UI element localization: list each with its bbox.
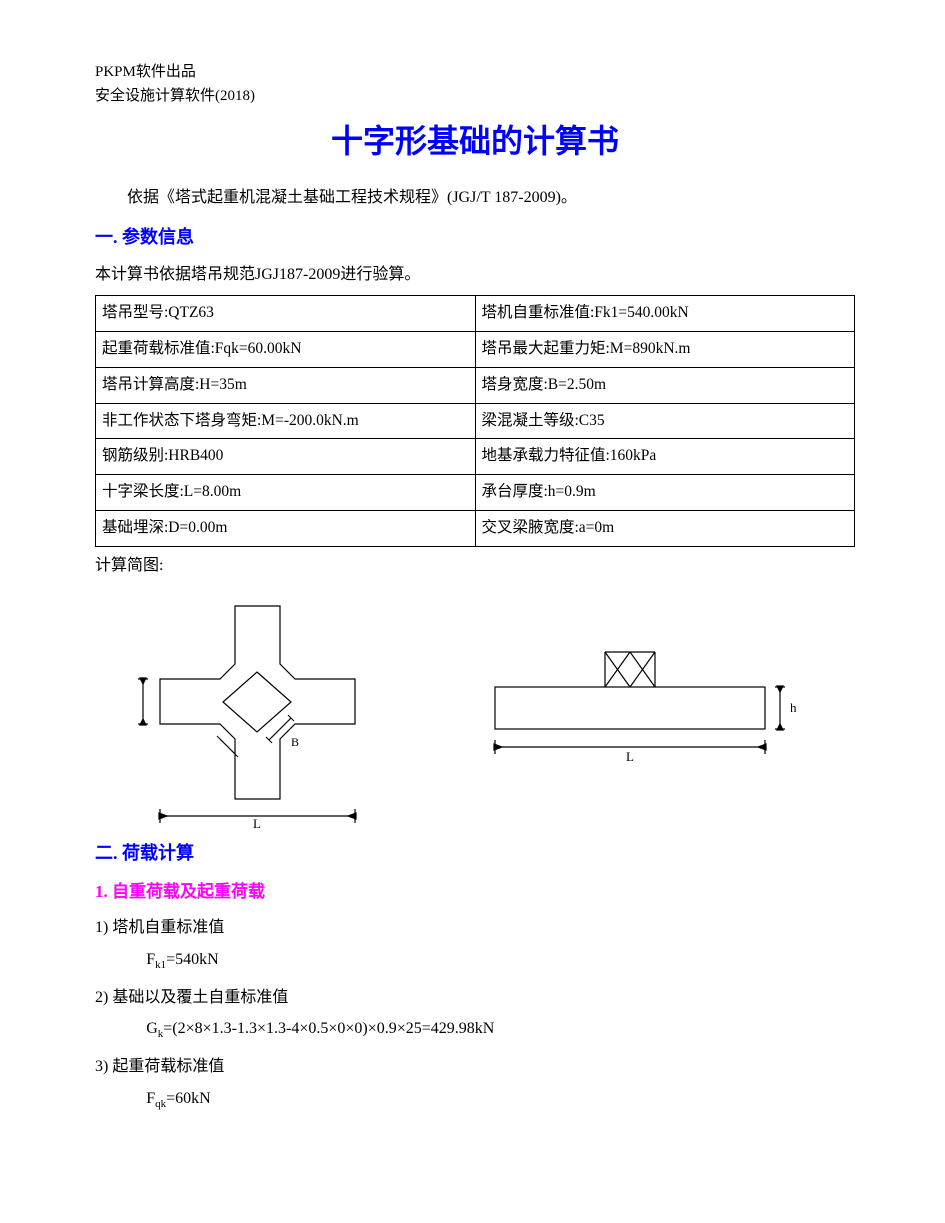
basis-text: 依据《塔式起重机混凝土基础工程技术规程》(JGJ/T 187-2009)。 [95,185,855,211]
section-1-intro: 本计算书依据塔吊规范JGJ187-2009进行验算。 [95,262,855,288]
table-cell: 钢筋级别:HRB400 [96,439,476,475]
table-cell: 塔吊最大起重力矩:M=890kN.m [475,331,855,367]
table-cell: 塔身宽度:B=2.50m [475,367,855,403]
table-cell: 承台厚度:h=0.9m [475,475,855,511]
table-cell: 非工作状态下塔身弯矩:M=-200.0kN.m [96,403,476,439]
parameter-table: 塔吊型号:QTZ63 塔机自重标准值:Fk1=540.00kN 起重荷载标准值:… [95,295,855,547]
table-cell: 塔吊计算高度:H=35m [96,367,476,403]
dim-label-L2: L [626,749,634,764]
diagram-label: 计算简图: [95,553,855,579]
table-cell: 地基承载力特征值:160kPa [475,439,855,475]
table-cell: 交叉梁腋宽度:a=0m [475,510,855,546]
dim-label-L: L [253,816,261,829]
table-cell: 基础埋深:D=0.00m [96,510,476,546]
table-row: 塔吊计算高度:H=35m 塔身宽度:B=2.50m [96,367,855,403]
item-1-formula: Fk1=540kN [95,947,855,975]
diagram-container: L B L h [95,584,855,829]
table-row: 塔吊型号:QTZ63 塔机自重标准值:Fk1=540.00kN [96,296,855,332]
table-row: 十字梁长度:L=8.00m 承台厚度:h=0.9m [96,475,855,511]
document-title: 十字形基础的计算书 [95,116,855,167]
header-line-1: PKPM软件出品 [95,60,855,84]
table-row: 非工作状态下塔身弯矩:M=-200.0kN.m 梁混凝土等级:C35 [96,403,855,439]
table-cell: 梁混凝土等级:C35 [475,403,855,439]
section-2-heading: 二. 荷载计算 [95,839,855,868]
item-3-label: 3) 起重荷载标准值 [95,1054,855,1080]
table-cell: 起重荷载标准值:Fqk=60.00kN [96,331,476,367]
table-cell: 塔吊型号:QTZ63 [96,296,476,332]
subsection-2-1-heading: 1. 自重荷载及起重荷载 [95,878,855,905]
item-2-formula: Gk=(2×8×1.3-1.3×1.3-4×0.5×0×0)×0.9×25=42… [95,1016,855,1044]
table-cell: 十字梁长度:L=8.00m [96,475,476,511]
item-1-label: 1) 塔机自重标准值 [95,915,855,941]
table-row: 起重荷载标准值:Fqk=60.00kN 塔吊最大起重力矩:M=890kN.m [96,331,855,367]
dim-label-B: B [291,735,299,749]
section-1-heading: 一. 参数信息 [95,223,855,252]
item-3-formula: Fqk=60kN [95,1086,855,1114]
table-row: 基础埋深:D=0.00m 交叉梁腋宽度:a=0m [96,510,855,546]
item-2-label: 2) 基础以及覆土自重标准值 [95,985,855,1011]
dim-label-h: h [790,700,797,715]
plan-diagram: L B [95,584,415,829]
header-line-2: 安全设施计算软件(2018) [95,84,855,108]
elevation-diagram: L h [475,637,805,777]
table-row: 钢筋级别:HRB400 地基承载力特征值:160kPa [96,439,855,475]
table-cell: 塔机自重标准值:Fk1=540.00kN [475,296,855,332]
